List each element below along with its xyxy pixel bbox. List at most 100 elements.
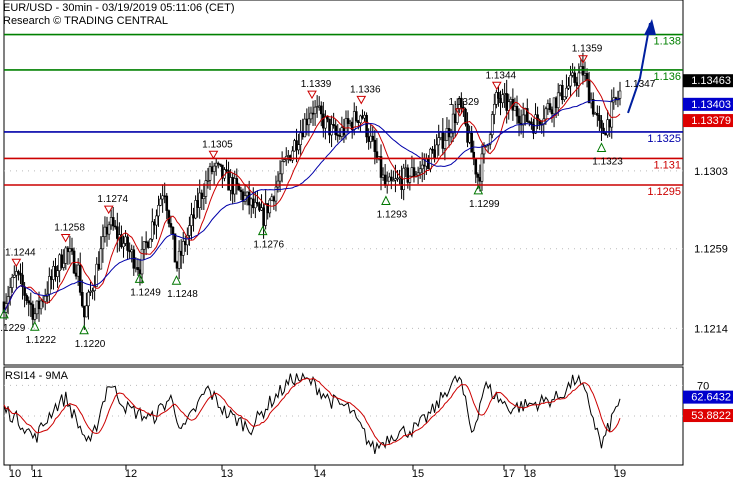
candle-body [128,250,131,253]
candle-body [229,177,232,191]
candle-body [410,167,414,177]
candle-body [480,153,484,182]
candle-body [33,313,37,320]
low-marker [134,273,145,283]
candle-body [420,164,424,170]
candle-body [563,96,566,100]
high-label: 1.1258 [54,222,85,233]
candle-body [80,292,84,307]
candle-body [571,72,574,76]
candle-body [214,162,218,167]
low-marker [473,184,484,195]
candle-body [573,72,576,83]
candle-body [569,75,572,87]
candle-body [319,105,323,115]
candle-body [287,155,290,157]
candle-body [334,125,337,136]
candle-body [418,168,422,174]
candle-body [130,249,134,253]
low-marker [257,225,268,236]
candle-body [103,226,107,237]
candle-body [202,196,206,199]
candle-body [83,305,86,318]
candle-body [470,132,473,153]
price-tick-label: 1.1303 [694,166,728,178]
candle-body [521,114,525,126]
candle-body [278,173,282,182]
level-label: 1.1295 [647,186,681,198]
candle-body [140,248,144,275]
candle-body [332,124,335,127]
low-marker [29,321,40,331]
candle-body [606,119,609,136]
candle-body [387,176,391,182]
price-tag [683,74,733,88]
candle-body [274,186,278,202]
candle-body [58,254,61,272]
rsi-tag [683,390,733,404]
rsi-tag [683,409,733,423]
candle-body [585,73,589,81]
candle-body [64,247,68,264]
projection-arrow [627,22,651,114]
candle-body [453,113,457,123]
candle-body [499,98,502,104]
candle-body [610,101,614,128]
candle-body [346,118,350,124]
candle-body [546,103,550,110]
rsi-title: RSI14 - 9MA [5,370,69,382]
rsi-tick-label: 70 [697,380,709,392]
candle-body [181,241,185,256]
candle-body [134,267,138,269]
candle-body [525,108,529,122]
candle-body [179,250,183,256]
candle-body [68,248,72,253]
candle-body [338,134,342,137]
candle-body [493,104,496,115]
moving-average-fast [3,79,621,313]
candle-body [206,180,210,182]
candle-body [400,177,403,190]
x-tick-label: 15 [412,468,424,480]
candle-body [62,262,66,268]
candle-body [431,148,434,151]
low-label: 1.1276 [253,240,284,251]
x-tick-label: 12 [125,468,137,480]
candle-body [122,243,125,248]
candle-body [433,149,436,159]
candle-body [295,140,298,151]
candle-body [373,139,377,152]
candle-body [515,106,519,117]
candle-body [587,79,591,104]
candle-body [379,156,383,178]
x-tick-label: 19 [614,468,626,480]
candle-body [301,132,305,138]
low-marker [79,324,89,335]
high-marker [60,233,71,243]
high-marker [103,205,114,215]
x-tick-label: 11 [31,468,42,480]
price-tick-label: 1.1214 [694,323,728,335]
candle-body [406,167,410,183]
candle-body [107,224,111,235]
candle-body [227,170,230,191]
candle-body [600,120,603,129]
price-label: 1.1347 [625,79,656,90]
candle-body [116,226,119,239]
candle-body [618,90,622,99]
candle-body [120,234,123,248]
candle-body [528,121,531,123]
candle-body [109,217,113,226]
candle-body [474,158,478,175]
candle-body [365,114,368,138]
candle-body [495,92,498,105]
candle-body [464,108,467,125]
candle-body [451,113,455,134]
candle-body [322,113,325,129]
low-label: 1.1293 [377,210,408,221]
candle-body [490,114,494,136]
candle-body [505,93,508,111]
candle-body [556,92,560,109]
x-tick-label: 13 [221,468,233,480]
